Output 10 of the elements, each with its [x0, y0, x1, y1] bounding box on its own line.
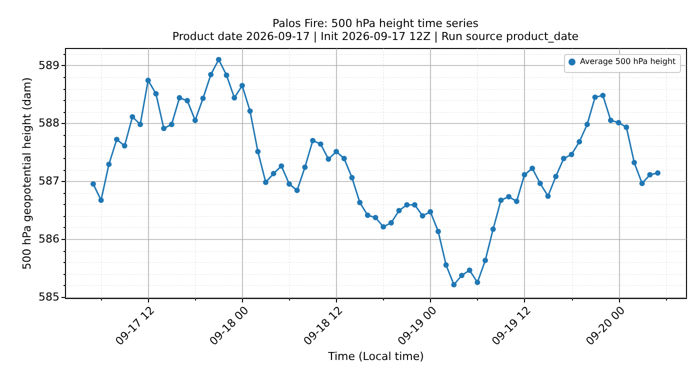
chart-subtitle: Product date 2026-09-17 | Init 2026-09-17 12Z | Run source product_date	[172, 30, 579, 43]
y-tick-label: 588	[38, 116, 60, 130]
y-tick-label: 586	[38, 232, 60, 246]
y-tick-label: 585	[38, 290, 60, 304]
y-axis-title: 500 hPa geopotential height (dam)	[20, 77, 34, 270]
y-tick-label: 589	[38, 58, 60, 72]
x-axis-title: Time (Local time)	[327, 350, 424, 364]
legend-label: Average 500 hPa height	[580, 57, 676, 66]
y-tick-label: 587	[38, 174, 60, 188]
chart-title: Palos Fire: 500 hPa height time series	[272, 16, 479, 30]
